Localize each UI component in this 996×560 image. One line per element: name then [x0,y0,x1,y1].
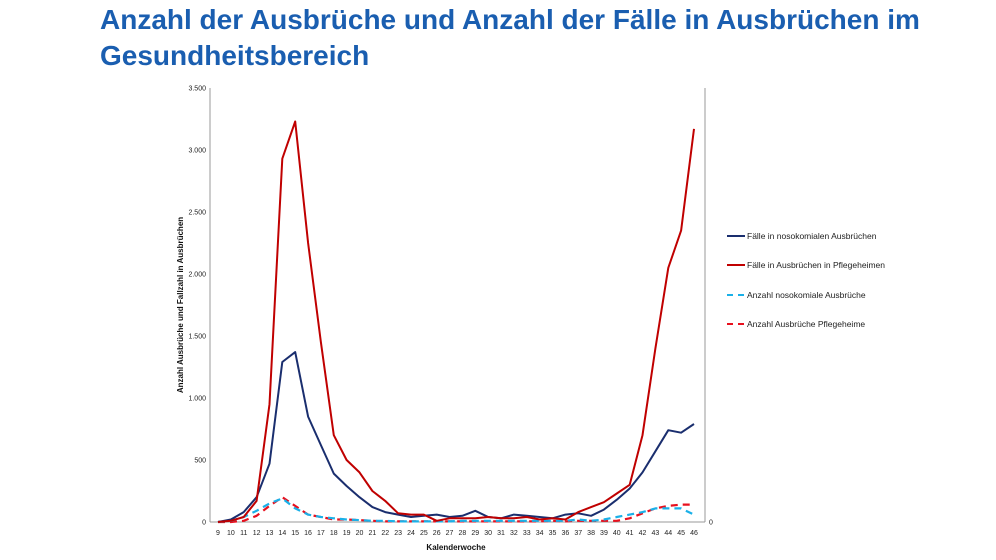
y-tick-label: 3.000 [188,148,206,155]
x-tick-label: 22 [381,530,389,537]
legend-label: Anzahl Ausbrüche Pflegeheime [747,319,865,329]
x-tick-label: 31 [497,530,505,537]
x-tick-label: 21 [368,530,376,537]
axes: 0 500 1.000 1.500 2.000 2.500 3.000 3.500 0 9 10 11… [188,86,713,538]
y-tick-label: 0 [202,520,206,527]
series-line-2 [217,120,695,523]
x-tick-label: 17 [317,530,325,537]
x-tick-label: 12 [253,530,261,537]
y-tick-label: 2.000 [188,272,206,279]
y-tick-label: 1.500 [188,334,206,341]
x-tick-label: 26 [433,530,441,537]
x-tick-label: 37 [574,530,582,537]
x-tick-label: 32 [510,530,518,537]
x-tick-label: 42 [639,530,647,537]
x-tick-label: 24 [407,530,415,537]
x-tick-label: 41 [626,530,634,537]
y-tick-label: 2.500 [188,210,206,217]
x-tick-label: 35 [549,530,557,537]
x-tick-label: 45 [677,530,685,537]
x-tick-label: 28 [459,530,467,537]
x-tick-label: 11 [240,530,247,537]
y-axis-label: Anzahl Ausbrüche und Fallzahl in Ausbrüc… [176,217,185,393]
x-tick-label: 34 [536,530,544,537]
x-tick-label: 13 [266,530,274,537]
x-tick-label: 19 [343,530,351,537]
x-tick-label: 44 [664,530,672,537]
y-tick-label: 500 [194,458,206,465]
secondary-y-tick-label: 0 [709,520,713,527]
x-tick-label: 16 [304,530,312,537]
x-tick-label: 27 [446,530,454,537]
series-line-4 [218,496,694,524]
x-tick-label: 39 [600,530,608,537]
y-tick-label: 3.500 [188,86,206,93]
x-tick-label: 30 [484,530,492,537]
x-tick-label: 20 [356,530,364,537]
x-tick-label: 43 [652,530,660,537]
x-tick-label: 14 [278,530,286,537]
chart-title: Anzahl der Ausbrüche und Anzahl der Fäll… [100,4,920,71]
x-tick-label: 23 [394,530,402,537]
legend: Fälle in nosokomialen Ausbrüchen Fälle in… [727,231,885,329]
legend-label: Fälle in Ausbrüchen in Pflegeheimen [747,260,885,270]
x-tick-label: 18 [330,530,338,537]
y-tick-label: 1.000 [188,396,206,403]
series-lines [217,120,695,524]
x-tick-label: 36 [561,530,569,537]
x-tick-label: 9 [216,530,220,537]
x-tick-label: 46 [690,530,698,537]
series-line-3 [217,497,695,524]
x-axis-label: Kalenderwoche [426,543,486,552]
x-tick-label: 10 [227,530,235,537]
x-tick-label: 25 [420,530,428,537]
x-tick-label: 33 [523,530,531,537]
x-tick-label: 29 [471,530,479,537]
series-line-1 [217,351,695,523]
legend-label: Fälle in nosokomialen Ausbrüchen [747,231,877,241]
x-tick-label: 15 [291,530,299,537]
x-tick-label: 38 [587,530,595,537]
x-tick-label: 40 [613,530,621,537]
legend-label: Anzahl nosokomiale Ausbrüche [747,290,866,300]
